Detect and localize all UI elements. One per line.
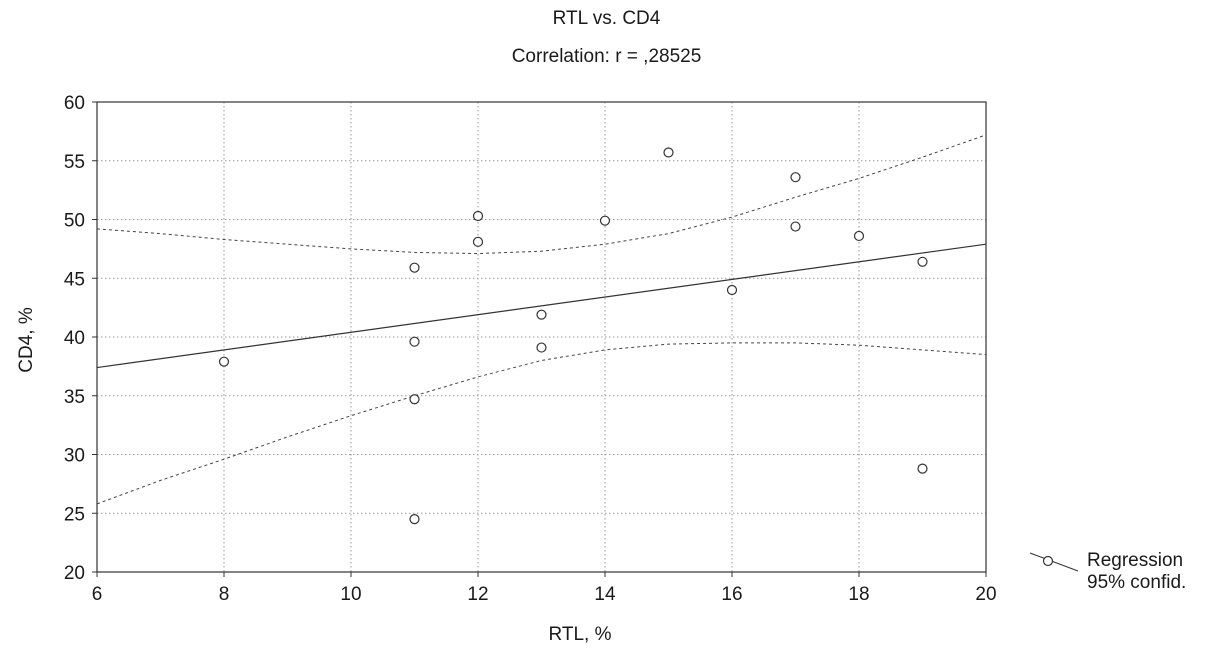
data-point	[472, 236, 484, 247]
legend: Regression 95% confid.	[1028, 548, 1213, 598]
x-tick-label: 8	[219, 584, 230, 605]
legend-regression-swatch	[1029, 552, 1079, 572]
y-tick-label: 45	[64, 269, 85, 290]
y-tick-label: 40	[64, 328, 85, 349]
data-points	[218, 147, 928, 525]
data-point	[917, 463, 928, 474]
data-point	[599, 215, 611, 226]
x-tick-label: 14	[594, 584, 616, 605]
y-tick-label: 30	[64, 446, 85, 467]
data-point	[218, 356, 230, 367]
legend-item-confidence: 95% confid.	[1087, 572, 1187, 593]
y-tick-label: 60	[64, 93, 85, 114]
x-tick-label: 12	[467, 584, 488, 605]
x-axis-label: RTL, %	[548, 624, 612, 645]
data-point	[472, 210, 484, 222]
y-tick-label: 25	[64, 504, 85, 525]
confidence-bands	[96, 134, 987, 505]
data-point	[726, 284, 738, 296]
x-axis: 6 8 10 12 14 16 18 20	[92, 572, 997, 605]
x-tick-label: 16	[721, 584, 742, 605]
legend-item-regression: Regression	[1087, 550, 1184, 571]
data-point	[790, 172, 801, 183]
y-tick-label: 20	[64, 563, 85, 584]
y-axis: 20 25 30 35 40 45 50 55 60	[64, 93, 97, 584]
regression-line	[96, 243, 987, 369]
data-point	[663, 147, 674, 158]
y-tick-label: 35	[64, 387, 85, 408]
chart-subtitle: Correlation: r = ,28525	[511, 46, 702, 67]
data-point	[409, 336, 420, 347]
data-point	[917, 256, 928, 267]
data-point	[853, 230, 865, 242]
data-point	[409, 394, 420, 405]
x-tick-label: 20	[975, 584, 996, 605]
x-tick-label: 6	[92, 584, 103, 605]
confidence-upper-line	[96, 134, 987, 255]
x-tick-label: 10	[340, 584, 361, 605]
x-tick-label: 18	[848, 584, 869, 605]
y-tick-label: 50	[64, 211, 85, 232]
data-point	[536, 309, 547, 320]
y-tick-label: 55	[64, 152, 85, 173]
data-point	[409, 262, 420, 273]
data-point	[409, 514, 420, 525]
data-point	[790, 221, 801, 232]
y-axis-label: CD4, %	[16, 307, 37, 373]
data-point	[536, 342, 547, 353]
grid-lines	[97, 102, 986, 572]
confidence-lower-line	[96, 342, 987, 505]
chart-title: RTL vs. CD4	[552, 8, 661, 29]
regression-line-group	[96, 243, 987, 369]
